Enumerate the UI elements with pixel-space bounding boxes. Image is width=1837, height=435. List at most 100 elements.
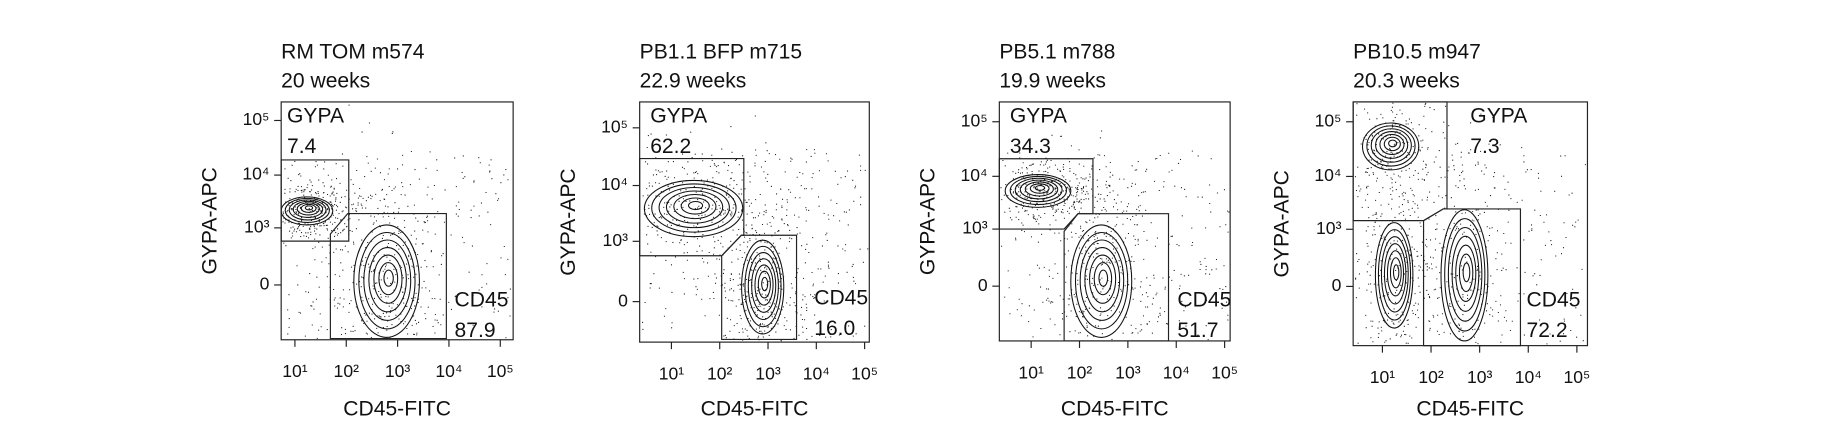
density-contour <box>658 186 730 229</box>
panel: PB10.5 m947 20.3 weeks 10¹ 10² 10³ 10⁴ 10⁵ 0 10³… <box>1270 40 1590 420</box>
x-tick-label: 10³ <box>1115 362 1141 382</box>
density-contour <box>1375 131 1409 159</box>
density-contour <box>383 269 394 287</box>
density-contour <box>744 245 782 328</box>
gate <box>998 158 1094 230</box>
density-contour <box>751 258 777 313</box>
density-contour <box>1070 224 1133 338</box>
y-axis-label: GYPA-APC <box>917 168 940 275</box>
density-contour <box>296 202 320 216</box>
x-tick-label: 10¹ <box>1018 362 1044 382</box>
y-tick-label: 10⁵ <box>961 110 988 130</box>
density-contour <box>1084 247 1121 313</box>
density-contour <box>288 199 327 221</box>
density-contour <box>378 262 399 296</box>
density-contour <box>292 200 324 218</box>
density-contour <box>680 197 710 215</box>
y-tick-label: 10⁴ <box>1314 165 1341 185</box>
density-contour <box>673 193 717 220</box>
density-contour <box>1380 236 1409 313</box>
gate-name: CD45 <box>455 289 509 312</box>
x-tick-label: 10¹ <box>282 361 308 381</box>
panel-title: RM TOM m574 <box>281 40 425 63</box>
x-tick-label: 10⁴ <box>803 364 830 384</box>
panel: RM TOM m574 20 weeks 10¹ 10² 10³ 10⁴ 10⁵ 0 10³ 10… <box>198 40 514 421</box>
gate <box>280 159 350 242</box>
event-dots <box>282 104 511 340</box>
gate-name: GYPA <box>1470 105 1528 128</box>
density-contour <box>643 179 744 238</box>
gate-percent: 72.2 <box>1527 319 1568 342</box>
y-tick-label: 10³ <box>1316 218 1342 238</box>
density-contour <box>373 254 403 304</box>
density-contour <box>353 224 420 338</box>
y-tick-label: 0 <box>1332 275 1342 295</box>
x-tick-label: 10³ <box>1467 367 1493 387</box>
x-tick-label: 10¹ <box>659 364 685 384</box>
y-tick-label: 0 <box>260 274 270 294</box>
x-tick-label: 10³ <box>755 364 781 384</box>
density-contour <box>1447 226 1483 322</box>
panel-title: PB5.1 m788 <box>999 40 1115 63</box>
panel-subtitle: 22.9 weeks <box>640 70 747 93</box>
density-contour <box>1361 122 1420 171</box>
density-contour <box>1004 174 1072 208</box>
y-tick-label: 10³ <box>962 218 988 238</box>
gate-percent: 16.0 <box>814 317 855 340</box>
x-tick-label: 10⁵ <box>851 364 878 384</box>
x-tick-label: 10⁵ <box>1211 362 1238 382</box>
y-tick-label: 10³ <box>244 217 270 237</box>
panel-title: PB1.1 BFP m715 <box>640 40 802 63</box>
panel-title: PB10.5 m947 <box>1353 40 1481 63</box>
x-tick-label: 10² <box>334 361 360 381</box>
x-tick-label: 10² <box>1067 362 1093 382</box>
density-contour <box>1386 250 1405 297</box>
y-tick-label: 10⁴ <box>601 174 628 194</box>
y-axis-label: GYPA-APC <box>1270 170 1293 277</box>
gate-name: GYPA <box>1010 105 1068 128</box>
density-contour <box>1029 183 1050 194</box>
x-tick-label: 10⁴ <box>435 361 462 381</box>
density-contour <box>665 190 724 224</box>
density-contour <box>1034 185 1046 191</box>
density-contour <box>1079 239 1125 321</box>
density-contour <box>1379 133 1405 156</box>
density-contour <box>1444 218 1486 332</box>
gate-percent: 34.3 <box>1010 135 1051 158</box>
density-contour <box>651 183 737 233</box>
density-contour <box>1019 179 1059 200</box>
density-contour <box>1014 177 1063 203</box>
x-tick-label: 10³ <box>385 361 411 381</box>
density-contour <box>1451 235 1480 312</box>
density-contour <box>1370 128 1412 163</box>
gate-percent: 7.3 <box>1470 135 1499 158</box>
x-tick-label: 10¹ <box>1370 367 1396 387</box>
density-contour <box>300 203 317 213</box>
panel-subtitle: 19.9 weeks <box>999 70 1106 93</box>
density-contour <box>1383 136 1401 152</box>
density-contour <box>1383 243 1407 305</box>
density-contour <box>304 205 314 211</box>
density-contour <box>1024 181 1054 197</box>
gate-percent: 51.7 <box>1177 319 1218 342</box>
x-axis-label: CD45-FITC <box>1061 398 1169 421</box>
panel: PB1.1 BFP m715 22.9 weeks 10¹ 10² 10³ 10⁴ 10⁵ 0… <box>557 40 878 420</box>
density-contour <box>1458 253 1474 293</box>
density-contour <box>1440 209 1489 342</box>
density-contour <box>284 197 330 223</box>
density-contour <box>1392 264 1400 281</box>
x-tick-label: 10⁴ <box>1515 367 1542 387</box>
panel-subtitle: 20.3 weeks <box>1353 70 1460 93</box>
y-tick-label: 0 <box>978 275 988 295</box>
y-tick-label: 10⁴ <box>242 164 269 184</box>
gate-name: CD45 <box>814 286 868 309</box>
x-axis-label: CD45-FITC <box>343 398 451 421</box>
density-contour <box>1009 175 1067 206</box>
x-tick-label: 10⁴ <box>1163 362 1190 382</box>
density-contour <box>688 200 704 211</box>
density-contour <box>741 239 785 335</box>
x-tick-label: 10⁵ <box>487 361 514 381</box>
x-tick-label: 10² <box>707 364 733 384</box>
